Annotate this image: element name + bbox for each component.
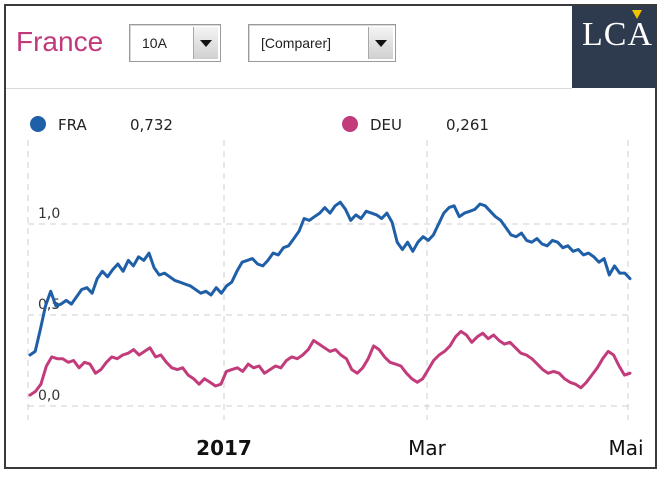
legend-label-deu: DEU [370, 116, 403, 134]
logo-text: LCA [582, 16, 653, 53]
series-line-fra [28, 200, 632, 357]
legend-dot-deu [342, 116, 358, 132]
y-tick-label: 1,0 [38, 206, 60, 222]
period-select-value: 10A [142, 35, 167, 51]
x-tick-label: Mar [408, 436, 447, 460]
legend-value-deu: 0,261 [446, 116, 489, 134]
legend-label-fra: FRA [58, 116, 87, 134]
legend-dot-fra [30, 116, 46, 132]
chevron-down-icon[interactable] [193, 27, 218, 59]
x-tick-label: 2017 [196, 436, 252, 460]
header-divider [6, 88, 572, 89]
chart-frame [4, 4, 657, 469]
lca-logo: LCA [572, 6, 656, 88]
series-line-deu [28, 329, 632, 397]
compare-select-value: [Comparer] [261, 35, 332, 51]
country-title: France [16, 26, 104, 57]
compare-select[interactable]: [Comparer] [248, 24, 396, 62]
logo-accent-icon [632, 10, 642, 19]
chevron-down-icon[interactable] [368, 27, 393, 59]
x-tick-label: Mai [608, 436, 643, 460]
period-select[interactable]: 10A [129, 24, 221, 62]
legend-value-fra: 0,732 [130, 116, 173, 134]
y-tick-label: 0,0 [38, 388, 60, 404]
